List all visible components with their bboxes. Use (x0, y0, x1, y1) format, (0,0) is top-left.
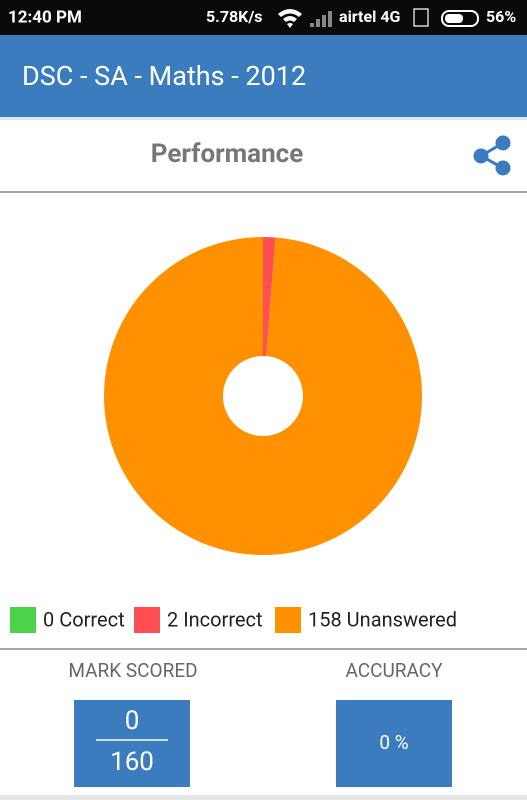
battery-icon (441, 10, 479, 27)
battery-level (445, 14, 463, 23)
app-bar (0, 35, 527, 117)
mark-value: 0 (125, 706, 140, 736)
status-carrier: airtel 4G (339, 7, 400, 26)
wifi-icon (278, 9, 302, 28)
pie-chart (104, 237, 423, 555)
mark-label: MARK SCORED (68, 659, 197, 682)
status-time: 12:40 PM (8, 7, 82, 27)
share-lines (477, 141, 504, 170)
mark-total: 160 (110, 747, 154, 777)
accuracy-box (336, 700, 452, 787)
card-title: Performance (151, 139, 304, 169)
status-bar (0, 0, 527, 35)
status-battery: 56% (486, 7, 516, 26)
app-bar-title: DSC - SA - Maths - 2012 (22, 60, 306, 92)
share-button[interactable] (473, 135, 511, 176)
volte-icon (413, 8, 429, 27)
legend-label: 2 Incorrect (167, 607, 263, 631)
signal-icon (310, 11, 332, 27)
legend-label: 0 Correct (43, 607, 125, 631)
legend: 0 Correct 2 Incorrect 158 Unanswered (10, 607, 457, 633)
legend-swatch (10, 607, 36, 633)
accuracy-label: ACCURACY (345, 659, 443, 682)
accuracy-value: 0 % (379, 731, 408, 754)
pie-slice (263, 237, 276, 357)
legend-swatch (275, 607, 301, 633)
legend-swatch (134, 607, 160, 633)
pie-slice (104, 237, 423, 555)
mark-box (74, 700, 190, 787)
status-speed: 5.78K/s (206, 7, 263, 26)
legend-label: 158 Unanswered (308, 607, 457, 631)
